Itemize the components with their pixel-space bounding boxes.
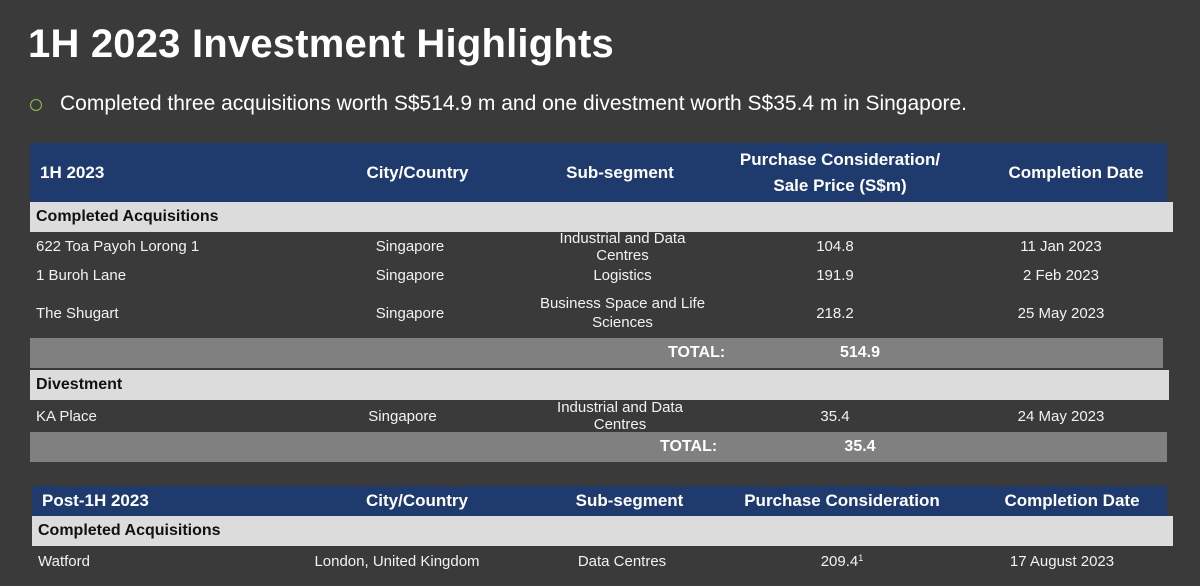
total-label: TOTAL: xyxy=(668,344,726,361)
table-row: KA Place Singapore Industrial and Data C… xyxy=(30,399,1167,433)
section-label: Divestment xyxy=(36,376,123,393)
header-period: Post-1H 2023 xyxy=(42,491,149,510)
total-value: 35.4 xyxy=(844,438,876,455)
header-sub-segment: Sub-segment xyxy=(575,491,684,510)
section-label: Completed Acquisitions xyxy=(36,208,219,225)
total-value: 514.9 xyxy=(839,344,881,361)
footnote-marker: 1 xyxy=(858,552,864,563)
row-sub-segment: Logistics xyxy=(593,267,652,284)
table-header-row: 1H 2023 City/Country Sub-segment Purchas… xyxy=(30,143,1167,202)
header-purchase-consideration: Purchase Consideration xyxy=(744,491,940,510)
row-city: Singapore xyxy=(375,304,445,322)
header-city-country: City/Country xyxy=(366,491,468,510)
row-value: 209.41 xyxy=(722,553,962,570)
row-asset: The Shugart xyxy=(36,304,119,322)
circle-bullet-icon xyxy=(30,99,42,111)
table-row: The Shugart Singapore Business Space and… xyxy=(30,290,1167,336)
sub-segment-line1: Business Space and Life xyxy=(539,295,706,312)
table-header-row: Post-1H 2023 City/Country Sub-segment Pu… xyxy=(32,486,1167,516)
section-divestment: Divestment xyxy=(30,370,1169,400)
header-completion-date: Completion Date xyxy=(1008,162,1144,182)
row-value-number: 209.4 xyxy=(820,552,859,570)
row-city: Singapore xyxy=(375,267,445,284)
table-1h-2023: 1H 2023 City/Country Sub-segment Purchas… xyxy=(30,143,1173,462)
row-sub-segment: Industrial and Data Centres xyxy=(559,229,686,264)
section-completed-acquisitions: Completed Acquisitions xyxy=(32,516,1173,546)
row-date: 2 Feb 2023 xyxy=(1023,267,1099,284)
section-label: Completed Acquisitions xyxy=(38,522,221,539)
row-city: London, United Kingdom xyxy=(314,552,480,570)
table-row: 622 Toa Payoh Lorong 1 Singapore Industr… xyxy=(30,229,1167,264)
section-completed-acquisitions: Completed Acquisitions xyxy=(30,202,1173,232)
header-completion-date: Completion Date xyxy=(1004,491,1140,510)
header-city-country: City/Country xyxy=(366,162,469,182)
row-date: 24 May 2023 xyxy=(1017,407,1105,425)
row-date: 17 August 2023 xyxy=(1009,552,1115,570)
table-post-1h-2023: Post-1H 2023 City/Country Sub-segment Pu… xyxy=(32,486,1173,576)
row-city: Singapore xyxy=(375,238,445,255)
total-row-divestment: TOTAL: 35.4 xyxy=(30,432,1167,462)
summary-text: Completed three acquisitions worth S$514… xyxy=(60,92,968,115)
row-date: 11 Jan 2023 xyxy=(1020,238,1102,255)
table-row: 1 Buroh Lane Singapore Logistics 191.9 2… xyxy=(30,261,1167,290)
row-sub-segment: Industrial and Data Centres xyxy=(557,399,683,433)
row-sub-segment: Business Space and Life Sciences xyxy=(530,294,715,332)
row-value: 35.4 xyxy=(820,407,850,425)
row-asset: Watford xyxy=(38,552,90,570)
page-title: 1H 2023 Investment Highlights xyxy=(28,22,614,66)
total-row-acquisitions: TOTAL: 514.9 xyxy=(30,338,1163,368)
row-value: 218.2 xyxy=(816,304,854,322)
row-value: 191.9 xyxy=(816,267,854,284)
row-sub-segment: Data Centres xyxy=(577,552,667,570)
sub-segment-line2: Sciences xyxy=(592,314,653,331)
header-sub-segment: Sub-segment xyxy=(566,162,674,182)
row-date: 25 May 2023 xyxy=(1017,304,1105,322)
header-period: 1H 2023 xyxy=(40,162,105,182)
row-city: Singapore xyxy=(368,407,437,425)
row-asset: 1 Buroh Lane xyxy=(36,267,127,284)
row-asset: 622 Toa Payoh Lorong 1 xyxy=(36,238,200,255)
header-purchase-line2: Sale Price (S$m) xyxy=(773,175,907,195)
total-label: TOTAL: xyxy=(660,438,718,455)
row-asset: KA Place xyxy=(36,407,97,425)
header-purchase-line1: Purchase Consideration/ xyxy=(739,149,941,169)
header-purchase-consideration: Purchase Consideration/ Sale Price (S$m) xyxy=(695,147,985,199)
table-row: Watford London, United Kingdom Data Cent… xyxy=(32,546,1167,576)
row-value: 104.8 xyxy=(816,238,854,255)
summary-bullet: Completed three acquisitions worth S$514… xyxy=(30,92,967,116)
